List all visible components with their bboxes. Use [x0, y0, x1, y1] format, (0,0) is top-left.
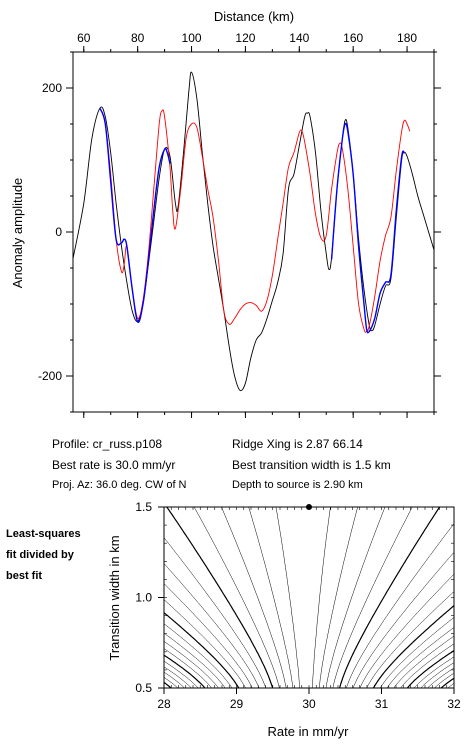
- bottom-y-axis-title: Transition width in km: [107, 535, 122, 660]
- x-tick-label: 140: [289, 31, 309, 45]
- contour-line: [163, 573, 455, 689]
- info-ridge-xing: Ridge Xing is 2.87 66.14: [232, 437, 363, 451]
- x-tick-label: 180: [397, 31, 417, 45]
- x-tick-label: 29: [230, 697, 244, 711]
- info-profile: Profile: cr_russ.p108: [52, 437, 163, 451]
- contour-line: [275, 506, 331, 689]
- side-label-line-1: Least-squares: [6, 528, 81, 540]
- x-tick-label: 60: [77, 31, 91, 45]
- y-tick-label: 200: [42, 81, 62, 95]
- contour-line: [163, 643, 455, 689]
- x-tick-label: 120: [235, 31, 255, 45]
- contour-line: [248, 506, 358, 689]
- fit-anomaly-line: [99, 107, 171, 324]
- contour-line: [166, 506, 441, 689]
- contour-line: [163, 656, 455, 689]
- best-fit-point: [306, 504, 312, 510]
- info-depth: Depth to source is 2.90 km: [232, 479, 363, 491]
- contour-line: [163, 605, 455, 689]
- x-tick-label: 160: [343, 31, 363, 45]
- contour-line: [163, 591, 455, 689]
- contour-line: [163, 667, 455, 689]
- contour-line: [163, 627, 455, 689]
- x-axis-title: Distance (km): [214, 9, 294, 24]
- contour-frame: [163, 506, 455, 689]
- info-best-rate: Best rate is 30.0 mm/yr: [52, 458, 176, 472]
- contour-line: [163, 650, 455, 689]
- contour-line: [163, 523, 455, 689]
- x-tick-label: 28: [157, 697, 171, 711]
- contour-line: [193, 506, 413, 689]
- side-label-line-3: best fit: [6, 570, 43, 582]
- fit-anomaly-line: [330, 122, 406, 334]
- x-tick-label: 80: [131, 31, 145, 45]
- bottom-x-axis-title: Rate in mm/yr: [268, 724, 350, 739]
- y-tick-label: 0.5: [135, 681, 152, 695]
- observed-anomaly-line: [72, 71, 435, 392]
- contour-line: [221, 506, 386, 689]
- contour-line: [163, 635, 455, 689]
- x-tick-label: 32: [447, 697, 461, 711]
- y-axis-title: Anomaly amplitude: [10, 178, 25, 289]
- side-label: Least-squares fit divided by best fit: [6, 524, 81, 587]
- x-tick-label: 31: [375, 697, 389, 711]
- x-tick-label: 100: [182, 31, 202, 45]
- model-anomaly-line: [99, 108, 411, 333]
- y-tick-label: -200: [38, 369, 62, 383]
- contour-line: [163, 617, 455, 689]
- y-tick-label: 0: [55, 225, 62, 239]
- plot-frame: [72, 51, 435, 413]
- info-best-width: Best transition width is 1.5 km: [232, 458, 391, 472]
- x-tick-label: 30: [302, 697, 316, 711]
- y-tick-label: 1.0: [135, 591, 152, 605]
- side-label-line-2: fit divided by: [6, 549, 74, 561]
- y-tick-label: 1.5: [135, 500, 152, 514]
- info-proj-az: Proj. Az: 36.0 deg. CW of N: [52, 479, 187, 491]
